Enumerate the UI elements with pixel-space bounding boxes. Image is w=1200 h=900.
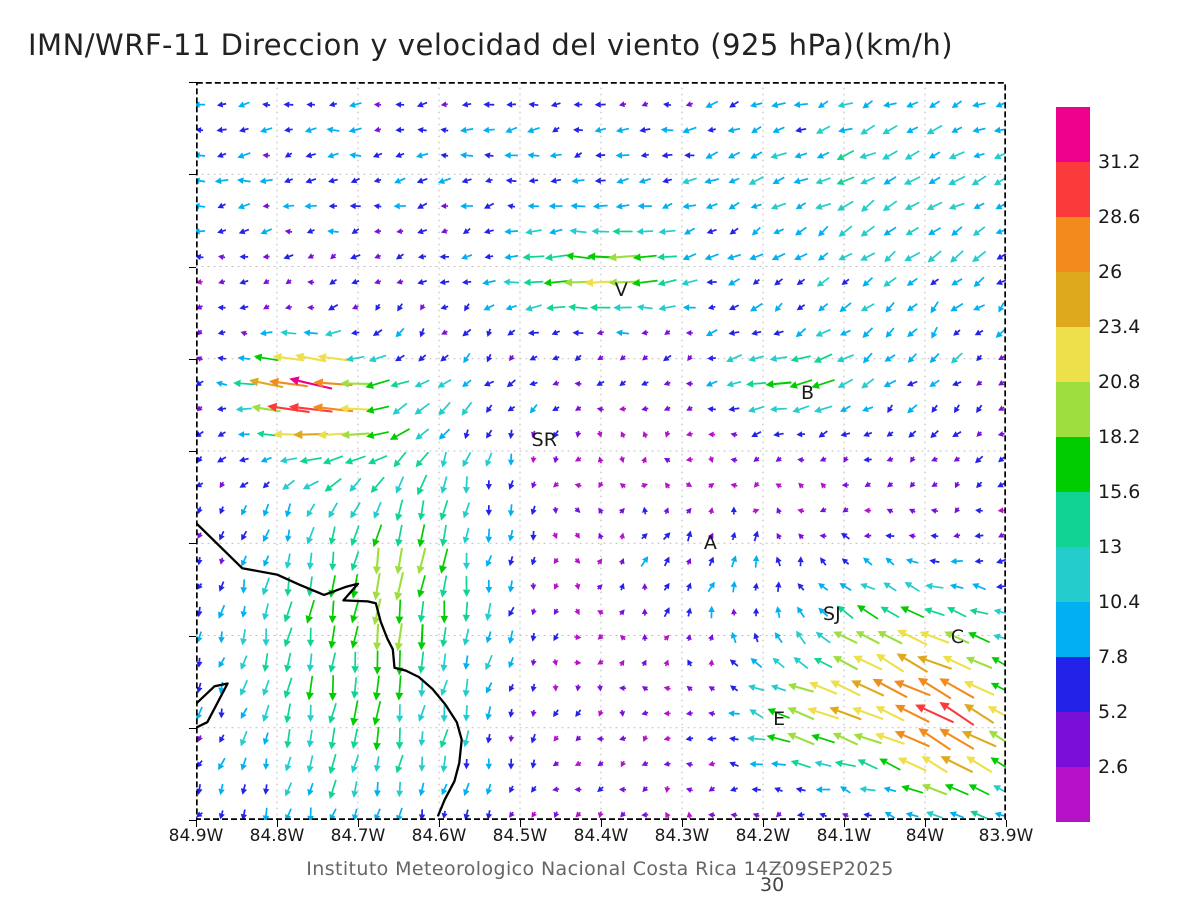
y-axis-tick xyxy=(189,451,196,452)
colorbar-band xyxy=(1056,767,1090,822)
colorbar-band xyxy=(1056,107,1090,162)
colorbar-tick-label: 15.6 xyxy=(1098,481,1141,503)
x-axis-tick-label: 84.4W xyxy=(573,826,629,846)
colorbar-tick-label: 5.2 xyxy=(1098,701,1129,723)
x-axis-tick xyxy=(763,820,764,827)
y-axis-tick xyxy=(189,727,196,729)
x-axis-tick xyxy=(277,820,278,827)
x-axis-tick xyxy=(844,820,845,827)
x-axis-tick-label: 83.9W xyxy=(978,826,1034,846)
reference-vector-label: 30 xyxy=(760,874,785,896)
colorbar-band xyxy=(1056,547,1090,602)
colorbar-band xyxy=(1056,327,1090,382)
colorbar-tick-label: 20.8 xyxy=(1098,371,1141,393)
y-axis-tick xyxy=(189,543,196,545)
x-axis-tick-label: 84.3W xyxy=(654,826,710,846)
colorbar-tick-label: 13 xyxy=(1098,536,1123,558)
y-axis-tick xyxy=(189,174,196,176)
colorbar-tick-label: 28.6 xyxy=(1098,206,1141,228)
x-axis-tick-label: 84.7W xyxy=(330,826,386,846)
x-axis-tick xyxy=(601,820,602,827)
x-axis-tick xyxy=(520,820,521,827)
chart-plot-area: 9.7N9.8N9.9N10N10.1N10.2N10.3N10.4N10.5N… xyxy=(169,82,1033,846)
plot-frame xyxy=(196,82,1006,820)
x-axis-tick xyxy=(196,820,197,827)
x-axis-tick-label: 84.2W xyxy=(735,826,791,846)
wind-vector-field xyxy=(196,82,1006,820)
colorbar-band xyxy=(1056,657,1090,712)
reference-vector-icon xyxy=(770,866,786,868)
x-axis-tick-label: 84.9W xyxy=(168,826,224,846)
footer-text: Instituto Meteorologico Nacional Costa R… xyxy=(306,858,894,880)
y-axis-tick xyxy=(189,266,196,268)
x-axis-tick xyxy=(439,820,440,827)
colorbar-tick-label: 7.8 xyxy=(1098,646,1129,668)
colorbar-band xyxy=(1056,272,1090,327)
x-axis-tick xyxy=(358,820,359,827)
colorbar-band xyxy=(1056,712,1090,767)
x-axis-tick xyxy=(925,820,926,827)
colorbar-band xyxy=(1056,162,1090,217)
colorbar-tick-label: 18.2 xyxy=(1098,426,1141,448)
colorbar-band xyxy=(1056,602,1090,657)
x-axis-tick-label: 84.5W xyxy=(492,826,548,846)
colorbar[interactable]: 31.2 28.6 26 23.4 20.8 18.2 15.6 13 10.4 7.8 5.2 2.… xyxy=(1056,107,1140,822)
y-axis-tick xyxy=(189,358,196,360)
colorbar-tick-label: 10.4 xyxy=(1098,591,1141,613)
x-axis-tick-label: 84W xyxy=(905,826,945,846)
colorbar-band xyxy=(1056,437,1090,492)
colorbar-tick-label: 31.2 xyxy=(1098,151,1141,173)
colorbar-tick-label: 2.6 xyxy=(1098,756,1129,778)
page-title: IMN/WRF-11 Direccion y velocidad del vie… xyxy=(28,28,954,62)
y-axis-tick xyxy=(189,635,196,637)
colorbar-band xyxy=(1056,382,1090,437)
x-axis-tick xyxy=(682,820,683,827)
y-axis-tick xyxy=(189,820,196,821)
x-axis-tick-label: 84.1W xyxy=(816,826,872,846)
colorbar-tick-label: 26 xyxy=(1098,261,1123,283)
y-axis-tick xyxy=(189,82,196,83)
x-axis-tick-label: 84.6W xyxy=(411,826,467,846)
colorbar-tick-label: 23.4 xyxy=(1098,316,1141,338)
colorbar-band xyxy=(1056,492,1090,547)
x-axis-tick xyxy=(1006,820,1007,827)
colorbar-band xyxy=(1056,217,1090,272)
x-axis-tick-label: 84.8W xyxy=(249,826,305,846)
